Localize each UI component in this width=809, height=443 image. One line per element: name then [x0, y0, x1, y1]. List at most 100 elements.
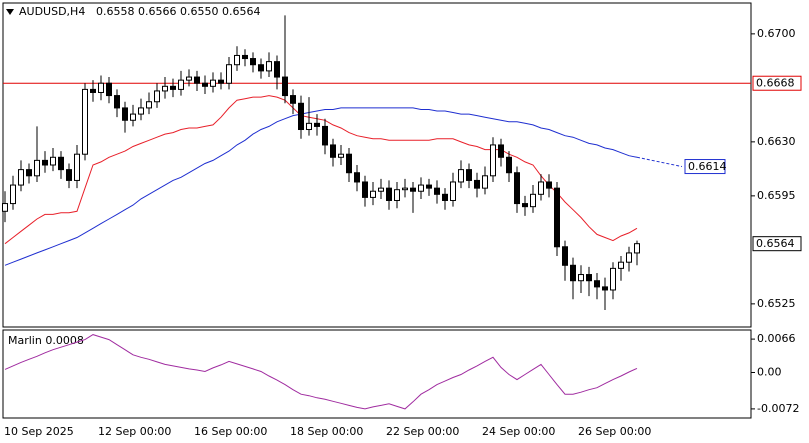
x-tick-label: 24 Sep 00:00 [482, 425, 555, 438]
candle-body [498, 144, 504, 158]
candle-body [74, 153, 80, 181]
candle-body [418, 184, 424, 192]
menu-triangle [6, 9, 14, 15]
candle-body [34, 159, 40, 177]
candle-body [530, 193, 536, 208]
candle-body [178, 79, 184, 90]
candle-body [170, 85, 176, 90]
candle-body [106, 82, 112, 97]
candle-body [122, 107, 128, 121]
candle-body [458, 169, 464, 183]
candle-body [506, 156, 512, 174]
candle-body [298, 102, 304, 131]
candle-body [242, 54, 248, 60]
candle-body [10, 184, 16, 205]
price-label-box [752, 75, 802, 91]
candle-body [234, 54, 240, 66]
candle-body [354, 172, 360, 183]
candle-body [26, 169, 32, 177]
x-tick-label: 26 Sep 00:00 [578, 425, 651, 438]
candle-body [346, 153, 352, 174]
candle-body [522, 203, 528, 208]
candle-body [98, 82, 104, 93]
candle-body [2, 203, 8, 212]
candle-body [514, 172, 520, 205]
candle-body [226, 64, 232, 84]
candle-body [442, 193, 448, 201]
candle-body [138, 107, 144, 115]
indicator-line [4, 334, 638, 410]
candle-body [58, 156, 64, 171]
candle-body [338, 153, 344, 158]
y-tick-label: 0.6595 [757, 189, 796, 202]
candle-body [162, 85, 168, 92]
candle-body [250, 58, 256, 66]
candle-body [282, 76, 288, 97]
candle-body [258, 64, 264, 72]
candle-body [538, 181, 544, 195]
forecast-box [684, 159, 726, 175]
candle-body [130, 113, 136, 121]
candle-body [18, 169, 24, 186]
indicator-panel [2, 329, 752, 419]
candle-body [330, 144, 336, 158]
forecast-label: 0.6614 [688, 160, 727, 173]
candle-body [322, 125, 328, 146]
candle-body [578, 274, 584, 282]
y-tick-label: 0.6700 [757, 27, 796, 40]
candle-body [306, 122, 312, 131]
candle-body [482, 175, 488, 189]
y-tick-label: -0.0072 [757, 402, 799, 415]
candle-body [562, 246, 568, 266]
candle-body [146, 101, 152, 109]
main-panel [2, 2, 752, 328]
candle-body [546, 181, 552, 189]
x-tick-label: 12 Sep 00:00 [98, 425, 171, 438]
price-label: 0.6564 [756, 237, 795, 250]
candle-body [66, 169, 72, 181]
candle-body [82, 88, 88, 155]
ma-line [4, 95, 638, 245]
ohlc-header: 0.6558 0.6566 0.6550 0.6564 [96, 5, 260, 18]
y-tick-label: 0.00 [757, 365, 782, 378]
candle-body [634, 243, 640, 254]
price-label: 0.6668 [756, 77, 795, 90]
y-tick-label: 0.0066 [757, 332, 796, 345]
candle-body [626, 252, 632, 263]
candle-body [554, 187, 560, 248]
candle-body [426, 184, 432, 189]
candle-body [410, 187, 416, 192]
candle-body [610, 267, 616, 291]
candle-body [450, 181, 456, 201]
candle-body [114, 95, 120, 109]
candle-body [266, 61, 272, 72]
candle-body [394, 189, 400, 201]
candle-body [50, 156, 56, 166]
candle-body [466, 169, 472, 181]
y-tick-label: 0.6630 [757, 135, 796, 148]
candle-body [210, 79, 216, 87]
candle-body [434, 187, 440, 195]
candle-body [194, 76, 200, 84]
candle-body [594, 280, 600, 288]
candle-body [314, 122, 320, 127]
candle-body [570, 264, 576, 282]
candle-body [386, 187, 392, 201]
candle-body [202, 82, 208, 87]
candle-body [586, 274, 592, 282]
candle-body [602, 286, 608, 291]
candle-body [90, 88, 96, 93]
price-label-box [752, 236, 802, 252]
x-tick-label: 22 Sep 00:00 [386, 425, 459, 438]
y-tick-label: 0.6525 [757, 297, 796, 310]
candle-body [474, 179, 480, 189]
indicator-title: Marlin 0.0008 [8, 334, 84, 347]
candle-body [490, 144, 496, 177]
candle-body [378, 187, 384, 192]
x-tick-label: 10 Sep 2025 [4, 425, 74, 438]
candle-body [370, 190, 376, 198]
candle-body [290, 95, 296, 104]
candle-body [186, 76, 192, 81]
